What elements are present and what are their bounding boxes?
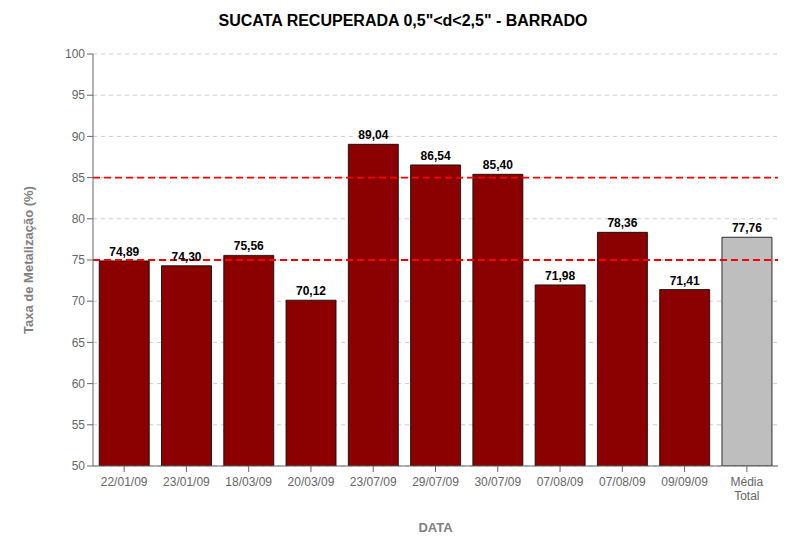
svg-text:71,41: 71,41 xyxy=(670,274,700,288)
svg-text:90: 90 xyxy=(72,130,86,144)
svg-text:20/03/09: 20/03/09 xyxy=(288,475,335,489)
svg-text:86,54: 86,54 xyxy=(421,149,451,163)
html-text:SUCATA RECUPERADA 0,5"<d<2,5": SUCATA RECUPERADA 0,5"<d<2,5" - BARRADO xyxy=(218,12,588,29)
svg-text:65: 65 xyxy=(72,336,86,350)
svg-text:78,36: 78,36 xyxy=(607,216,637,230)
svg-text:30/07/09: 30/07/09 xyxy=(474,475,521,489)
svg-text:50: 50 xyxy=(72,459,86,473)
svg-text:85,40: 85,40 xyxy=(483,158,513,172)
svg-text:85: 85 xyxy=(72,171,86,185)
svg-text:70,12: 70,12 xyxy=(296,284,326,298)
svg-text:75,56: 75,56 xyxy=(234,239,264,253)
svg-text:23/01/09: 23/01/09 xyxy=(163,475,210,489)
svg-text:60: 60 xyxy=(72,377,86,391)
svg-text:74,89: 74,89 xyxy=(109,245,139,259)
svg-text:09/09/09: 09/09/09 xyxy=(661,475,708,489)
svg-text:70: 70 xyxy=(72,294,86,308)
svg-text:Taxa de Metalização (%): Taxa de Metalização (%) xyxy=(21,186,36,334)
svg-text:07/08/09: 07/08/09 xyxy=(599,475,646,489)
svg-text:DATA: DATA xyxy=(418,520,453,535)
svg-text:77,76: 77,76 xyxy=(732,221,762,235)
svg-text:71,98: 71,98 xyxy=(545,269,575,283)
svg-text:74,30: 74,30 xyxy=(171,250,201,264)
svg-text:07/08/09: 07/08/09 xyxy=(537,475,584,489)
svg-text:89,04: 89,04 xyxy=(358,128,388,142)
svg-text:80: 80 xyxy=(72,212,86,226)
svg-text:18/03/09: 18/03/09 xyxy=(225,475,272,489)
svg-text:95: 95 xyxy=(72,88,86,102)
svg-text:100: 100 xyxy=(65,47,85,61)
svg-text:MédiaTotal: MédiaTotal xyxy=(731,475,764,503)
svg-text:22/01/09: 22/01/09 xyxy=(101,475,148,489)
svg-text:23/07/09: 23/07/09 xyxy=(350,475,397,489)
svg-text:75: 75 xyxy=(72,253,86,267)
svg-text:29/07/09: 29/07/09 xyxy=(412,475,459,489)
svg-text:55: 55 xyxy=(72,418,86,432)
